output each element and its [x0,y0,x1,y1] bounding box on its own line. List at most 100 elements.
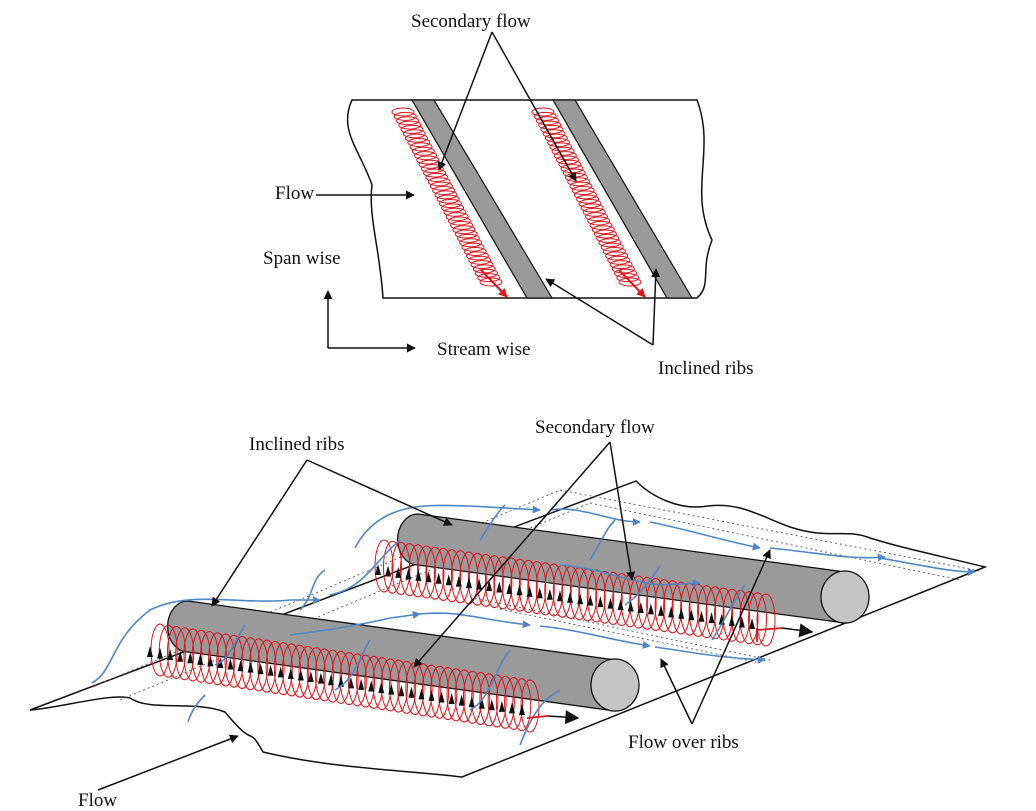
vortex-loop [479,673,499,727]
vortex-loop [573,190,597,200]
vortex-loop [461,242,485,252]
vortex-loop [493,556,513,610]
stream-wise-label: Stream wise [437,339,530,360]
top-vortices [391,107,642,287]
vortex-marker [749,618,755,629]
vortex-loop [314,648,334,702]
vortex-loop [433,547,453,601]
vortex-marker [526,585,533,597]
vortex-marker [498,700,505,712]
vortex-loop [571,185,595,195]
vortex-loop [533,111,557,121]
rib-iso-1-end [590,658,640,712]
vortex-loop [585,212,609,222]
vortex-loop [569,181,593,191]
vortex-marker [287,667,294,679]
vortex-marker [267,664,274,676]
vortex-loop [208,632,228,686]
vortex-loop [468,255,492,265]
secondary-flow-top-label: Secondary flow [411,11,531,32]
vortex-loop [535,116,559,126]
vortex-marker [617,599,624,611]
vortex-loop [553,151,577,161]
vortex-loop [551,146,575,156]
vortex-loop [429,181,453,191]
vortex-marker [486,580,493,592]
secondary-flow-iso-label: Secondary flow [535,417,655,438]
vortex-marker [317,672,324,684]
vortex-loop [602,246,626,256]
vortex-loop [646,577,666,631]
vortex-loop [603,571,623,625]
vortex-loop [596,233,620,243]
vortex-loop [423,168,447,178]
vortex-loop [595,570,615,624]
vortex-loop [425,172,449,182]
vortex-loop [567,177,591,187]
vortex-loop [257,639,277,693]
vortex-loop [612,573,632,627]
vortex-marker [688,609,695,621]
vortex-loop [339,652,359,706]
vortex-loop [372,657,392,711]
vortex-marker [227,658,234,670]
vortex-marker [647,603,654,615]
vortex-loop [416,545,436,599]
vortex-marker [445,574,452,586]
vortex-marker [257,663,264,675]
vortex-marker [637,601,644,613]
vortex-marker [546,588,553,600]
vortex-marker [567,591,574,603]
vortex-marker [418,688,425,700]
vortex-loop [425,546,445,600]
vortex-marker [167,649,174,661]
vortex-loop [598,238,622,248]
vortex-marker [577,593,584,605]
vortex-loop [456,233,480,243]
rib-iso-2-end [820,570,870,624]
vortex-loop [465,251,489,261]
vortex-loop [474,268,498,278]
vortex-loop [405,133,429,143]
vortex-loop [542,129,566,139]
exit-red-2 [756,627,783,642]
vortex-marker [358,678,365,690]
vortex-loop [459,238,483,248]
vortex-loop [450,550,470,604]
vortex-marker [516,584,523,596]
vortex-loop [411,146,435,156]
vortex-markers-1 [147,646,525,715]
inclined-ribs-iso-arrow-2 [211,459,308,607]
vortex-loop [487,674,507,728]
exit-arrow-2 [781,623,814,638]
vortex-marker [476,578,483,590]
vortex-loop [434,190,458,200]
vortex-arrow-top-1 [480,269,508,298]
vortex-loop [298,645,318,699]
flow-top-label: Flow [275,183,314,204]
vortex-loop [520,679,540,733]
vortex-marker [197,653,204,665]
vortex-loop [549,142,573,152]
vortex-marker [415,569,422,581]
vortex-loop [441,203,465,213]
vortex-loop [323,649,343,703]
vortex-loop [586,569,606,623]
vortex-loop [495,675,515,729]
vortex-marker [708,612,715,624]
secondary-flow-top-arrow-1 [437,31,493,171]
vortex-loop [402,129,426,139]
vortex-loop [540,124,564,134]
vortex-loop [705,586,725,640]
vortex-loop [183,628,203,682]
vortex-loop [609,260,633,270]
vortex-loop [409,142,433,152]
inclined-ribs-top-arrow-1 [545,278,654,346]
vortex-loop [582,207,606,217]
vortex-loop [558,159,582,169]
vortex-loop [450,220,474,230]
vortex-loop [600,242,624,252]
vortex-marker [668,606,675,618]
vortex-loop [306,647,326,701]
